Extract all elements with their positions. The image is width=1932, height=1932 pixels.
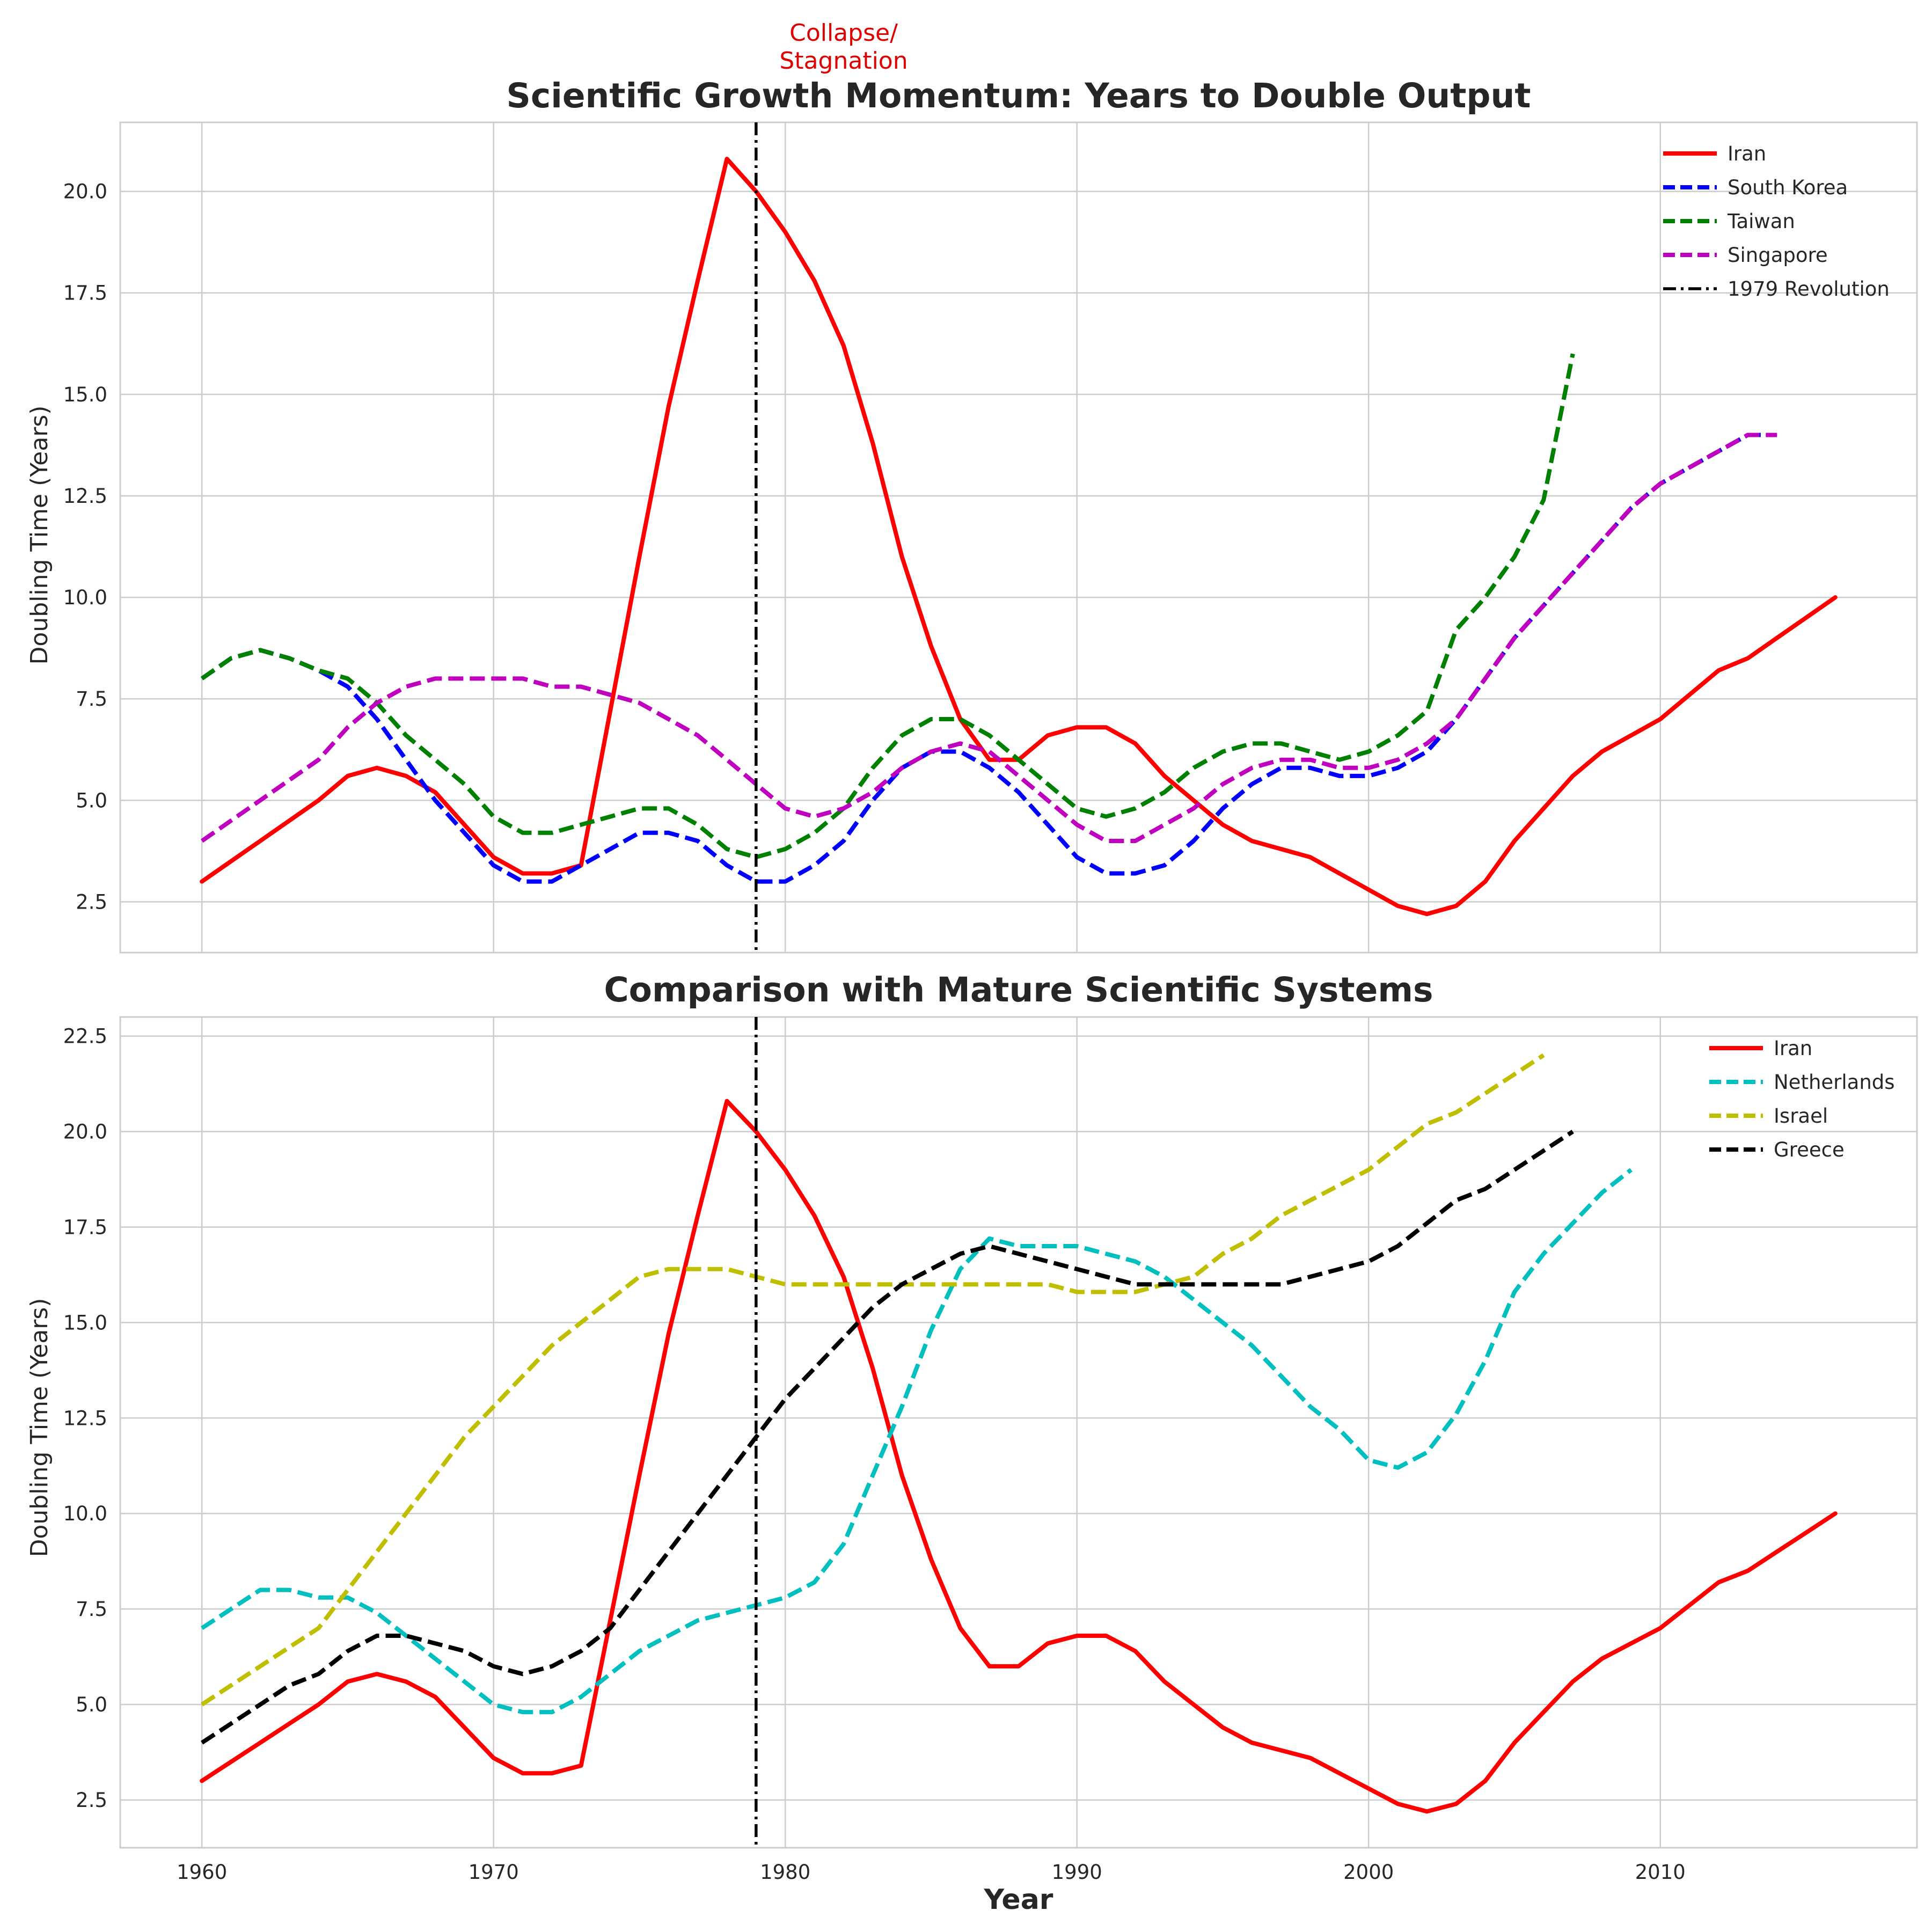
y-tick-label: 7.5 bbox=[76, 687, 107, 711]
chart-bottom-ylabel: Doubling Time (Years) bbox=[26, 1298, 53, 1557]
y-tick-label: 20.0 bbox=[63, 1121, 107, 1144]
y-tick-label: 10.0 bbox=[63, 1502, 107, 1525]
legend-label: Greece bbox=[1774, 1138, 1845, 1161]
legend-label: 1979 Revolution bbox=[1728, 277, 1890, 301]
plot-frame bbox=[119, 1016, 1918, 1849]
x-tick-label: 2010 bbox=[1635, 1861, 1686, 1884]
series-group bbox=[200, 157, 1838, 917]
y-tick-label: 10.0 bbox=[63, 586, 107, 609]
y-tick-label: 12.5 bbox=[63, 1407, 107, 1430]
series-group bbox=[200, 1053, 1838, 1814]
y-tick-label: 5.0 bbox=[76, 789, 107, 812]
series-line-israel bbox=[201, 1053, 1545, 1707]
chart-bottom-xlabel: Year bbox=[984, 1884, 1053, 1916]
chart-bottom-title: Comparison with Mature Scientific System… bbox=[604, 970, 1433, 1009]
legend-label: South Korea bbox=[1728, 176, 1848, 199]
y-tick-label: 20.0 bbox=[63, 180, 107, 203]
chart-top: Scientific Growth Momentum: Years to Dou… bbox=[26, 76, 1918, 954]
y-tick-label: 2.5 bbox=[76, 890, 107, 913]
chart-top-ylabel: Doubling Time (Years) bbox=[26, 406, 53, 665]
annotation-collapse: Collapse/Stagnation bbox=[779, 19, 908, 75]
plot-frame bbox=[119, 121, 1918, 954]
annotation-line: Stagnation bbox=[779, 47, 908, 75]
legend-label: Taiwan bbox=[1727, 210, 1795, 233]
y-tick-label: 12.5 bbox=[63, 485, 107, 508]
legend-label: Singapore bbox=[1728, 244, 1828, 267]
y-tick-label: 17.5 bbox=[63, 1216, 107, 1239]
series-line-taiwan bbox=[200, 353, 1575, 860]
chart-top-title: Scientific Growth Momentum: Years to Dou… bbox=[507, 76, 1531, 115]
legend: Iran South Korea Taiwan Singapore 1979 Revol… bbox=[1663, 142, 1890, 301]
series-line-iran bbox=[200, 1099, 1838, 1814]
annotation-line: Collapse/ bbox=[789, 19, 898, 47]
x-tick-label: 1970 bbox=[469, 1861, 519, 1884]
gridlines bbox=[120, 1017, 1917, 1848]
y-tick-label: 15.0 bbox=[63, 383, 107, 406]
legend: Iran Netherlands Israel Greece bbox=[1709, 1037, 1895, 1161]
series-line-netherlands bbox=[201, 1168, 1633, 1715]
legend-label: Netherlands bbox=[1774, 1071, 1895, 1094]
y-tick-label: 2.5 bbox=[76, 1789, 107, 1812]
y-tick-label: 17.5 bbox=[63, 282, 107, 305]
series-line-singapore bbox=[200, 433, 1777, 843]
x-tick-label: 1980 bbox=[760, 1861, 810, 1884]
chart-bottom: Comparison with Mature Scientific System… bbox=[26, 970, 1918, 1916]
x-tick-label: 1990 bbox=[1052, 1861, 1102, 1884]
x-tick-label: 1960 bbox=[177, 1861, 227, 1884]
series-line-greece bbox=[201, 1130, 1574, 1745]
y-tick-label: 15.0 bbox=[63, 1311, 107, 1334]
legend-label: Israel bbox=[1774, 1104, 1828, 1128]
legend-label: Iran bbox=[1728, 142, 1766, 165]
y-tick-label: 7.5 bbox=[76, 1598, 107, 1621]
y-tick-label: 5.0 bbox=[76, 1693, 107, 1716]
gridlines bbox=[120, 122, 1917, 953]
legend-label: Iran bbox=[1774, 1037, 1812, 1060]
y-tick-label: 22.5 bbox=[63, 1025, 107, 1048]
x-tick-label: 2000 bbox=[1343, 1861, 1394, 1884]
